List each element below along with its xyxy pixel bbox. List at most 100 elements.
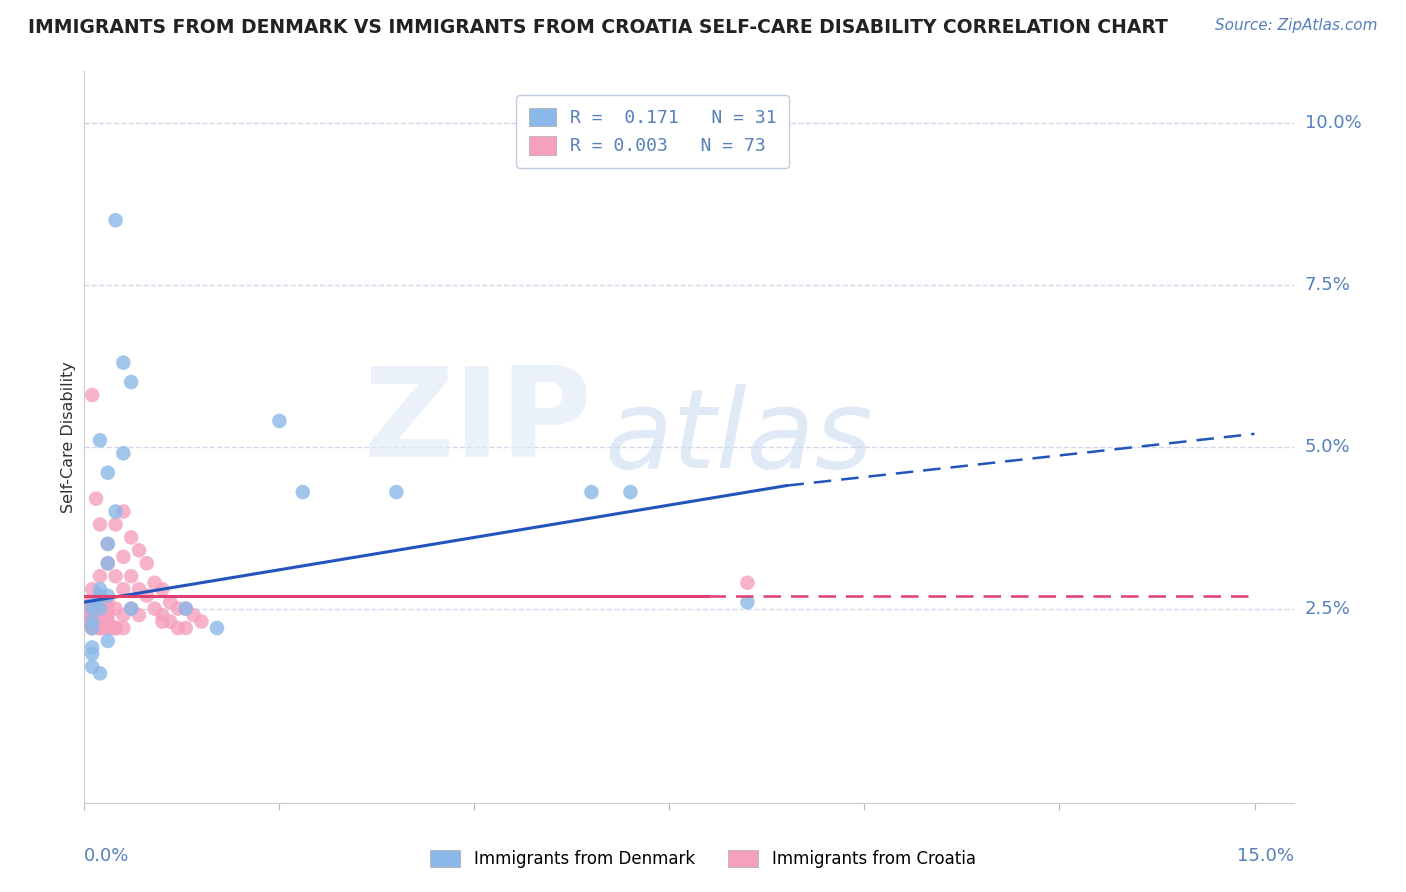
Point bbox=[97, 601, 120, 615]
Point bbox=[291, 485, 314, 500]
Point bbox=[82, 660, 104, 674]
Point bbox=[135, 589, 157, 603]
Point bbox=[82, 595, 104, 609]
Point bbox=[737, 575, 759, 590]
Point bbox=[97, 615, 120, 629]
Point bbox=[120, 530, 142, 544]
Point bbox=[619, 485, 641, 500]
Point bbox=[82, 647, 104, 661]
Point bbox=[104, 621, 127, 635]
Point bbox=[89, 621, 111, 635]
Point bbox=[150, 608, 173, 623]
Text: 0.0%: 0.0% bbox=[84, 847, 129, 864]
Point bbox=[82, 608, 104, 623]
Point bbox=[104, 213, 127, 227]
Point bbox=[120, 601, 142, 615]
Point bbox=[82, 615, 104, 629]
Text: 15.0%: 15.0% bbox=[1236, 847, 1294, 864]
Point bbox=[112, 621, 135, 635]
Point bbox=[97, 466, 120, 480]
Point bbox=[104, 517, 127, 532]
Point bbox=[89, 589, 111, 603]
Point bbox=[128, 543, 150, 558]
Point bbox=[174, 621, 197, 635]
Point bbox=[82, 621, 104, 635]
Point bbox=[82, 601, 104, 615]
Point bbox=[112, 446, 135, 460]
Point bbox=[135, 557, 157, 571]
Point bbox=[97, 557, 120, 571]
Point bbox=[77, 615, 100, 629]
Point bbox=[150, 615, 173, 629]
Point bbox=[190, 615, 212, 629]
Point bbox=[82, 621, 104, 635]
Point bbox=[159, 615, 181, 629]
Point bbox=[120, 601, 142, 615]
Point bbox=[97, 537, 120, 551]
Point bbox=[112, 356, 135, 370]
Point bbox=[89, 666, 111, 681]
Point bbox=[82, 601, 104, 615]
Point bbox=[112, 504, 135, 518]
Point bbox=[104, 621, 127, 635]
Point bbox=[112, 608, 135, 623]
Point bbox=[269, 414, 291, 428]
Point bbox=[167, 621, 190, 635]
Point bbox=[97, 537, 120, 551]
Point bbox=[97, 615, 120, 629]
Point bbox=[82, 621, 104, 635]
Y-axis label: Self-Care Disability: Self-Care Disability bbox=[60, 361, 76, 513]
Point bbox=[385, 485, 408, 500]
Point bbox=[159, 595, 181, 609]
Point bbox=[120, 375, 142, 389]
Point bbox=[112, 549, 135, 564]
Point bbox=[89, 569, 111, 583]
Point bbox=[89, 434, 111, 448]
Text: Source: ZipAtlas.com: Source: ZipAtlas.com bbox=[1215, 18, 1378, 33]
Point bbox=[97, 621, 120, 635]
Point bbox=[89, 517, 111, 532]
Legend: Immigrants from Denmark, Immigrants from Croatia: Immigrants from Denmark, Immigrants from… bbox=[423, 843, 983, 875]
Point bbox=[128, 608, 150, 623]
Point bbox=[82, 595, 104, 609]
Point bbox=[97, 557, 120, 571]
Point bbox=[112, 582, 135, 597]
Text: 5.0%: 5.0% bbox=[1305, 438, 1350, 456]
Point bbox=[150, 582, 173, 597]
Point bbox=[89, 601, 111, 615]
Point bbox=[97, 621, 120, 635]
Point bbox=[89, 621, 111, 635]
Point bbox=[89, 615, 111, 629]
Point bbox=[82, 640, 104, 655]
Point bbox=[82, 601, 104, 615]
Point bbox=[89, 608, 111, 623]
Text: 7.5%: 7.5% bbox=[1305, 276, 1351, 294]
Point bbox=[97, 621, 120, 635]
Text: 2.5%: 2.5% bbox=[1305, 599, 1351, 617]
Point bbox=[737, 595, 759, 609]
Text: 10.0%: 10.0% bbox=[1305, 114, 1361, 132]
Point bbox=[89, 621, 111, 635]
Point bbox=[97, 589, 120, 603]
Point bbox=[77, 601, 100, 615]
Point bbox=[120, 569, 142, 583]
Legend: R =  0.171   N = 31, R = 0.003   N = 73: R = 0.171 N = 31, R = 0.003 N = 73 bbox=[516, 95, 789, 168]
Point bbox=[167, 601, 190, 615]
Point bbox=[205, 621, 228, 635]
Point bbox=[84, 595, 107, 609]
Point bbox=[82, 601, 104, 615]
Point bbox=[581, 485, 603, 500]
Point bbox=[82, 601, 104, 615]
Point bbox=[84, 491, 107, 506]
Point bbox=[174, 601, 197, 615]
Point bbox=[104, 601, 127, 615]
Point bbox=[104, 621, 127, 635]
Point bbox=[89, 608, 111, 623]
Point bbox=[143, 575, 166, 590]
Point bbox=[97, 608, 120, 623]
Text: atlas: atlas bbox=[605, 384, 873, 491]
Point bbox=[82, 582, 104, 597]
Point bbox=[89, 601, 111, 615]
Point bbox=[183, 608, 205, 623]
Point bbox=[82, 608, 104, 623]
